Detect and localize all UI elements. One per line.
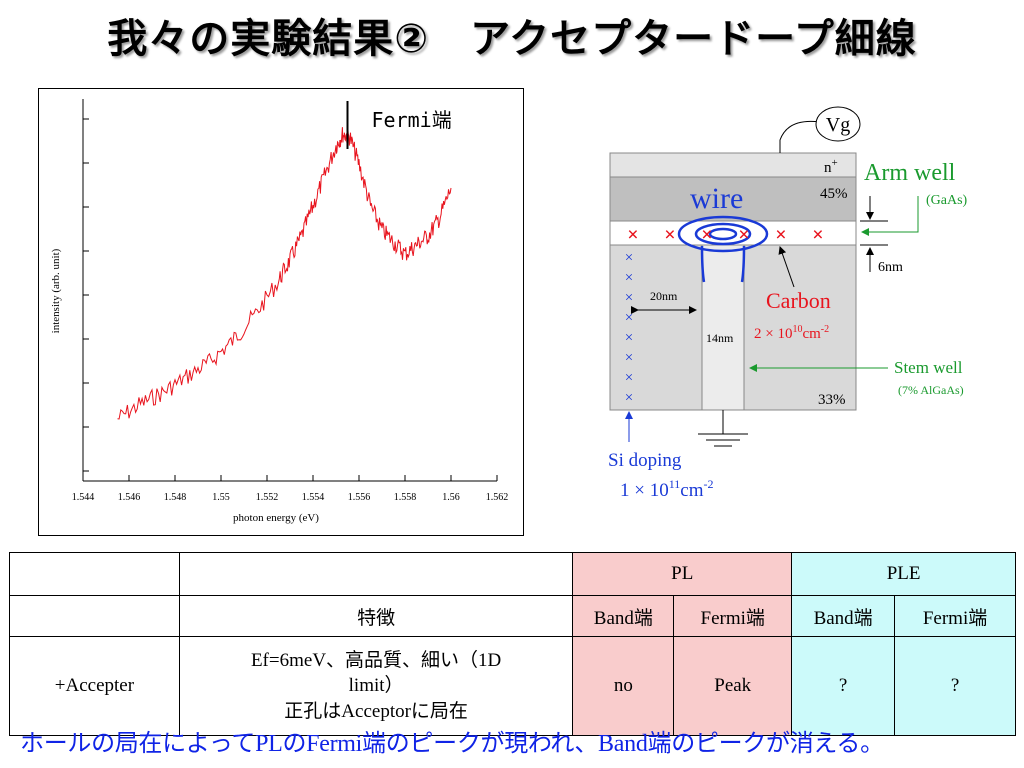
chart-x-tick-label: 1.558: [394, 492, 417, 503]
wire-contour-inner: [708, 227, 738, 241]
chart-x-tick-label: 1.548: [164, 492, 187, 503]
wire-label: wire: [690, 182, 743, 215]
table-cell-feature: Ef=6meV、高品質、細い（1D limit） 正孔はAcceptorに局在: [178, 636, 574, 736]
wire-stem-contour-right: [740, 245, 746, 283]
carbon-concentration: 2 × 1010cm-2: [754, 324, 829, 342]
arm-well-pointer: [861, 196, 919, 236]
acceptor-marker: ×: [738, 224, 749, 246]
donor-marker: ×: [625, 330, 633, 346]
table-cell-ple-band: ?: [791, 636, 896, 736]
table-header-feature: 特徴: [178, 595, 574, 637]
chart-x-axis-label: photon energy (eV): [233, 512, 319, 524]
table-header-pl: PL: [572, 552, 793, 596]
spacing-label: 20nm: [650, 289, 678, 303]
gate-label: Vg: [826, 114, 850, 136]
table-cell-pl-band: no: [572, 636, 675, 736]
carbon-pointer: [778, 246, 795, 288]
donor-marker: ×: [625, 290, 633, 306]
chart-y-axis-label: intensity (arb. unit): [50, 248, 62, 333]
table-header-empty: [9, 595, 180, 637]
donor-marker: ×: [625, 370, 633, 386]
table-cell-sample: +Accepter: [9, 636, 180, 736]
n-plus-label: n+: [824, 157, 838, 176]
acceptor-marker: ×: [775, 224, 786, 246]
donor-marker: ×: [625, 310, 633, 326]
footer-note: ホールの局在によってPLのFermi端のピークが現われ、Band端のピークが消え…: [20, 731, 884, 757]
arm-thickness-label: 6nm: [878, 260, 903, 275]
acceptor-marker: ×: [812, 224, 823, 246]
table-header-pl-fermi: Fermi端: [673, 595, 793, 637]
device-structure-diagram: Vg n+ 45% 33% wire × × × × × × × × × × ×…: [598, 100, 998, 520]
results-table: PL PLE 特徴 Band端 Fermi端 Band端 Fermi端 +Acc…: [9, 552, 1016, 736]
table-cell-ple-fermi: ?: [894, 636, 1016, 736]
gate-wire: [779, 120, 821, 153]
table-header-ple: PLE: [791, 552, 1016, 596]
top-barrier-percent: 45%: [820, 186, 848, 202]
chart-x-tick-label: 1.55: [212, 492, 230, 503]
table-cell-pl-fermi: Peak: [673, 636, 793, 736]
feature-line: Ef=6meV、高品質、細い（1D: [250, 649, 502, 671]
chart-x-tick-label: 1.556: [348, 492, 371, 503]
fermi-edge-label: Fermi端: [372, 108, 452, 132]
si-donor-markers: × × × × × × × ×: [625, 250, 633, 406]
spectrum-chart: 1.544 1.546 1.548 1.55 1.552 1.554 1.556 1.558 1…: [50, 99, 509, 524]
chart-x-tick-label: 1.554: [302, 492, 325, 503]
stem-well-material: (7% AlGaAs): [898, 383, 964, 397]
chart-x-tick-label: 1.562: [486, 492, 509, 503]
table-header-empty: [178, 552, 574, 596]
carbon-label: Carbon: [766, 288, 831, 313]
spectrum-series-line: [117, 127, 452, 420]
gate-circle: [815, 106, 861, 142]
chart-series-layer: [117, 127, 452, 420]
si-doping-label: Si doping: [608, 450, 682, 471]
chart-x-tick-label: 1.56: [442, 492, 460, 503]
table-header-ple-fermi: Fermi端: [894, 595, 1016, 637]
carbon-acceptor-markers: × × × × × ×: [627, 224, 823, 246]
chart-x-tick-label: 1.552: [256, 492, 279, 503]
bottom-barrier-percent: 33%: [818, 392, 846, 408]
donor-marker: ×: [625, 270, 633, 286]
acceptor-marker: ×: [627, 224, 638, 246]
si-doping-concentration: 1 × 1011cm-2: [620, 477, 714, 501]
n-plus-cap-layer: [609, 152, 857, 178]
chart-x-tick-label: 1.544: [72, 492, 95, 503]
acceptor-marker: ×: [664, 224, 675, 246]
arm-well-material: (GaAs): [926, 193, 968, 208]
table-header-ple-band: Band端: [791, 595, 896, 637]
spectrum-chart-panel: 1.544 1.546 1.548 1.55 1.552 1.554 1.556 1.558 1…: [38, 88, 524, 536]
table-row: +Accepter Ef=6meV、高品質、細い（1D limit） 正孔はAc…: [9, 636, 1016, 736]
feature-line: limit）: [348, 675, 404, 697]
stem-well-layer: [701, 244, 745, 411]
donor-marker: ×: [625, 390, 633, 406]
chart-ticks: 1.544 1.546 1.548 1.55 1.552 1.554 1.556 1.558 1…: [72, 118, 509, 503]
wire-stem-contour-left: [700, 245, 706, 283]
table-header-empty: [9, 552, 180, 596]
stem-well-label: Stem well: [894, 358, 963, 377]
wire-contour-outer: [677, 215, 769, 253]
table-header-row-group: PL PLE: [9, 552, 1016, 596]
stem-width-label: 14nm: [706, 331, 734, 345]
slide-title: 我々の実験結果② アクセプタードープ細線: [107, 16, 917, 62]
donor-marker: ×: [625, 250, 633, 266]
table-header-pl-band: Band端: [572, 595, 675, 637]
feature-line: 正孔はAcceptorに局在: [284, 700, 468, 722]
donor-marker: ×: [625, 350, 633, 366]
chart-x-tick-label: 1.546: [118, 492, 141, 503]
chart-axes: [82, 99, 497, 482]
arm-well-label: Arm well: [864, 160, 956, 186]
wire-contour-middle: [694, 222, 752, 246]
table-header-row-sub: 特徴 Band端 Fermi端 Band端 Fermi端: [9, 595, 1016, 637]
acceptor-marker: ×: [701, 224, 712, 246]
